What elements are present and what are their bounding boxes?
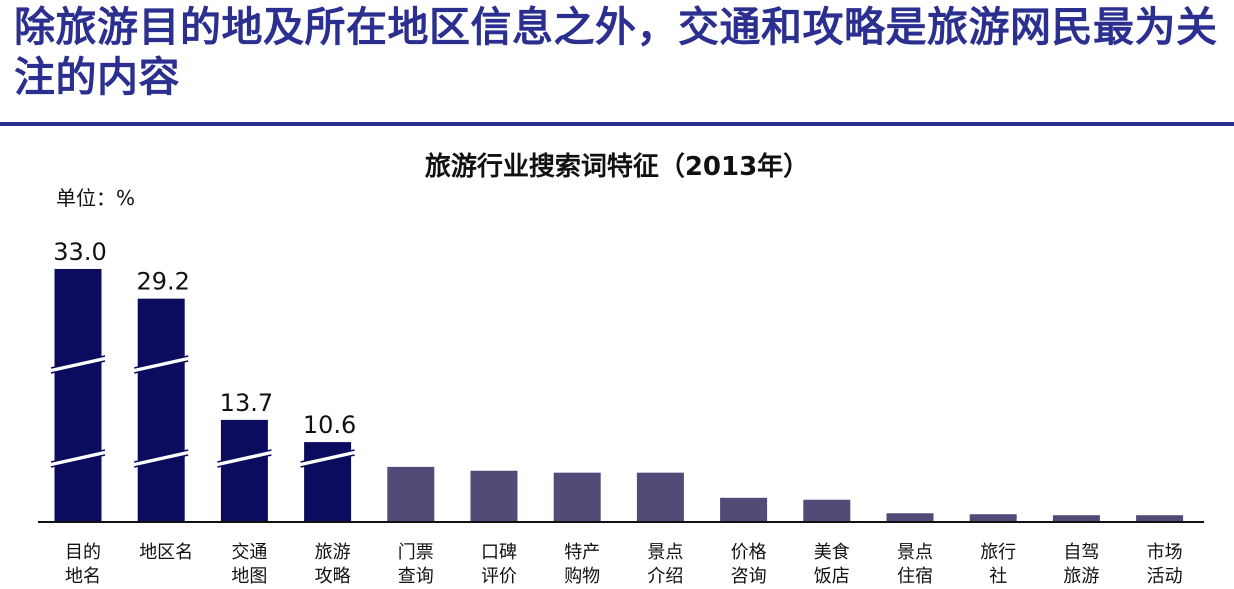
category-label: 社 bbox=[989, 566, 1007, 587]
axis-break-line bbox=[134, 454, 189, 468]
category-label: 咨询 bbox=[731, 566, 767, 587]
bar bbox=[553, 472, 601, 521]
bar bbox=[220, 419, 268, 521]
category-label: 口碑 bbox=[481, 542, 517, 563]
bar bbox=[720, 497, 768, 521]
bar bbox=[886, 513, 934, 521]
bar bbox=[54, 268, 102, 521]
bar bbox=[803, 499, 851, 521]
category-label: 攻略 bbox=[315, 566, 351, 587]
axis-break-line bbox=[300, 454, 355, 468]
axis-break-gap bbox=[51, 356, 105, 373]
axis-break-line bbox=[50, 454, 106, 468]
axis-break-line bbox=[217, 454, 272, 468]
category-label: 景点 bbox=[897, 542, 933, 563]
category-label: 活动 bbox=[1147, 566, 1183, 587]
axis-break-line bbox=[134, 360, 189, 374]
category-label: 查询 bbox=[398, 566, 434, 587]
category-label: 购物 bbox=[564, 566, 600, 587]
category-label: 饭店 bbox=[814, 566, 850, 587]
category-label: 自驾 bbox=[1063, 542, 1099, 563]
bar bbox=[137, 298, 185, 521]
category-label: 市场 bbox=[1147, 542, 1183, 563]
category-label: 交通 bbox=[231, 542, 267, 563]
axis-break-line bbox=[50, 449, 106, 463]
axis-break-gap bbox=[300, 450, 355, 467]
bar bbox=[1052, 515, 1100, 521]
category-label: 目的 bbox=[65, 542, 101, 563]
page-headline: 除旅游目的地及所在地区信息之外，交通和攻略是旅游网民最为关注的内容 bbox=[14, 3, 1218, 101]
category-label: 特产 bbox=[564, 542, 600, 563]
axis-break-line bbox=[134, 449, 189, 463]
category-label: 住宿 bbox=[897, 566, 933, 587]
chart-title: 旅游行业搜索词特征（2013年） bbox=[424, 152, 810, 182]
category-label: 地名 bbox=[65, 566, 101, 587]
category-label: 地图 bbox=[231, 566, 267, 587]
category-label: 景点 bbox=[647, 542, 683, 563]
axis-break-gap bbox=[51, 450, 105, 467]
axis-break-line bbox=[300, 449, 355, 463]
axis-break-gap bbox=[217, 450, 272, 467]
unit-label: 单位：% bbox=[56, 186, 136, 210]
bar bbox=[636, 472, 684, 521]
bar bbox=[1136, 515, 1184, 521]
category-label: 旅游 bbox=[315, 542, 351, 563]
category-label: 门票 bbox=[398, 542, 434, 563]
axis-break-line bbox=[134, 355, 189, 369]
category-label: 美食 bbox=[814, 542, 850, 563]
category-label: 评价 bbox=[481, 566, 517, 587]
axis-break-gap bbox=[134, 356, 189, 373]
category-label: 地区名 bbox=[139, 542, 193, 563]
category-label: 旅行 bbox=[980, 542, 1016, 563]
data-label: 33.0 bbox=[53, 238, 106, 266]
axis-break-gap bbox=[134, 450, 189, 467]
axis-break-line bbox=[50, 360, 106, 374]
data-label: 13.7 bbox=[220, 389, 273, 417]
bar bbox=[387, 466, 435, 521]
data-label: 29.2 bbox=[136, 268, 189, 296]
bar bbox=[969, 514, 1017, 521]
headline-divider bbox=[0, 122, 1234, 126]
category-label: 旅游 bbox=[1063, 566, 1099, 587]
axis-break-line bbox=[217, 449, 272, 463]
category-label: 价格 bbox=[731, 542, 767, 563]
data-label: 10.6 bbox=[303, 411, 356, 439]
category-label: 介绍 bbox=[647, 566, 683, 587]
axis-break-line bbox=[50, 355, 106, 369]
bar bbox=[470, 470, 518, 521]
